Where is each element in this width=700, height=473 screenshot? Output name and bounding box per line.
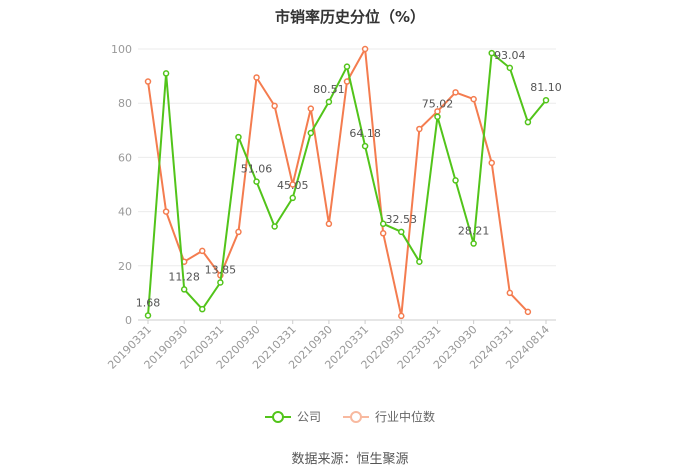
data-point-company <box>307 129 315 137</box>
data-point-company <box>289 194 296 202</box>
y-tick-label: 60 <box>118 151 132 164</box>
data-point-industry-median <box>271 102 278 110</box>
y-tick-label: 40 <box>118 206 132 219</box>
data-point-industry-median <box>361 45 369 53</box>
data-point-industry-median <box>452 89 459 96</box>
data-point-company <box>524 118 532 126</box>
data-point-industry-median <box>253 74 260 81</box>
data-point-company <box>325 98 333 106</box>
data-point-industry-median <box>235 228 242 236</box>
data-point-industry-median <box>343 78 351 85</box>
data-point-industry-median <box>325 220 333 228</box>
data-label-company: 81.10 <box>530 81 562 94</box>
data-point-company <box>180 286 188 293</box>
data-point-industry-median <box>199 247 206 255</box>
legend-item-industry-median[interactable]: 行业中位数 <box>343 408 435 425</box>
legend-label-company: 公司 <box>296 410 321 424</box>
data-point-industry-median <box>307 105 315 112</box>
data-point-industry-median <box>379 230 387 237</box>
data-label-company: 1.68 <box>136 296 161 309</box>
data-point-industry-median <box>398 312 405 320</box>
data-label-company: 11.28 <box>168 270 200 283</box>
data-point-company <box>542 96 550 104</box>
data-point-company <box>217 279 224 286</box>
data-point-company <box>488 49 495 57</box>
data-label-company: 75.02 <box>422 98 454 111</box>
chart-title: 市销率历史分位（%） <box>274 8 426 26</box>
data-point-company <box>506 64 514 72</box>
data-label-company: 51.06 <box>241 163 273 176</box>
legend-item-company[interactable]: 公司 <box>264 408 321 425</box>
data-point-company <box>199 305 206 313</box>
data-source: 数据来源：恒生聚源 <box>291 452 409 467</box>
data-point-company <box>398 228 405 236</box>
data-point-company <box>361 142 369 150</box>
line-chart: 0204060801002019033120190930202003312020… <box>105 43 562 372</box>
data-point-company <box>379 220 387 228</box>
data-label-company: 93.04 <box>494 49 526 62</box>
data-point-company <box>162 70 170 77</box>
data-label-company: 45.05 <box>277 179 309 192</box>
legend-label-industry-median: 行业中位数 <box>375 410 436 424</box>
data-point-company <box>253 178 260 185</box>
data-point-company <box>416 258 423 265</box>
data-label-company: 32.53 <box>386 213 418 226</box>
data-label-company: 13.85 <box>205 263 237 276</box>
data-point-company <box>470 240 477 247</box>
legend-swatch-industry-median <box>343 410 369 423</box>
data-point-company <box>271 223 278 230</box>
data-point-company <box>452 177 459 184</box>
data-label-company: 64.18 <box>349 127 381 140</box>
series-line-industry-median <box>147 48 529 317</box>
data-point-industry-median <box>144 78 152 85</box>
data-point-industry-median <box>524 308 532 316</box>
data-point-industry-median <box>470 95 477 103</box>
y-tick-label: 20 <box>118 260 132 273</box>
data-point-industry-median <box>488 159 495 167</box>
data-point-company <box>434 113 441 120</box>
y-tick-label: 100 <box>111 43 132 56</box>
data-point-company <box>343 63 351 70</box>
y-tick-label: 0 <box>125 314 132 327</box>
data-point-company <box>144 312 152 319</box>
data-point-industry-median <box>289 181 296 188</box>
data-point-industry-median <box>416 125 423 133</box>
data-label-company: 28.21 <box>458 225 490 238</box>
legend-swatch-company <box>264 410 291 423</box>
data-point-industry-median <box>162 208 170 215</box>
data-point-industry-median <box>506 289 514 297</box>
data-point-company <box>235 133 242 141</box>
chart-legend: 公司 行业中位数 <box>0 408 700 425</box>
y-tick-label: 80 <box>118 97 132 110</box>
data-label-company: 80.51 <box>313 83 345 96</box>
